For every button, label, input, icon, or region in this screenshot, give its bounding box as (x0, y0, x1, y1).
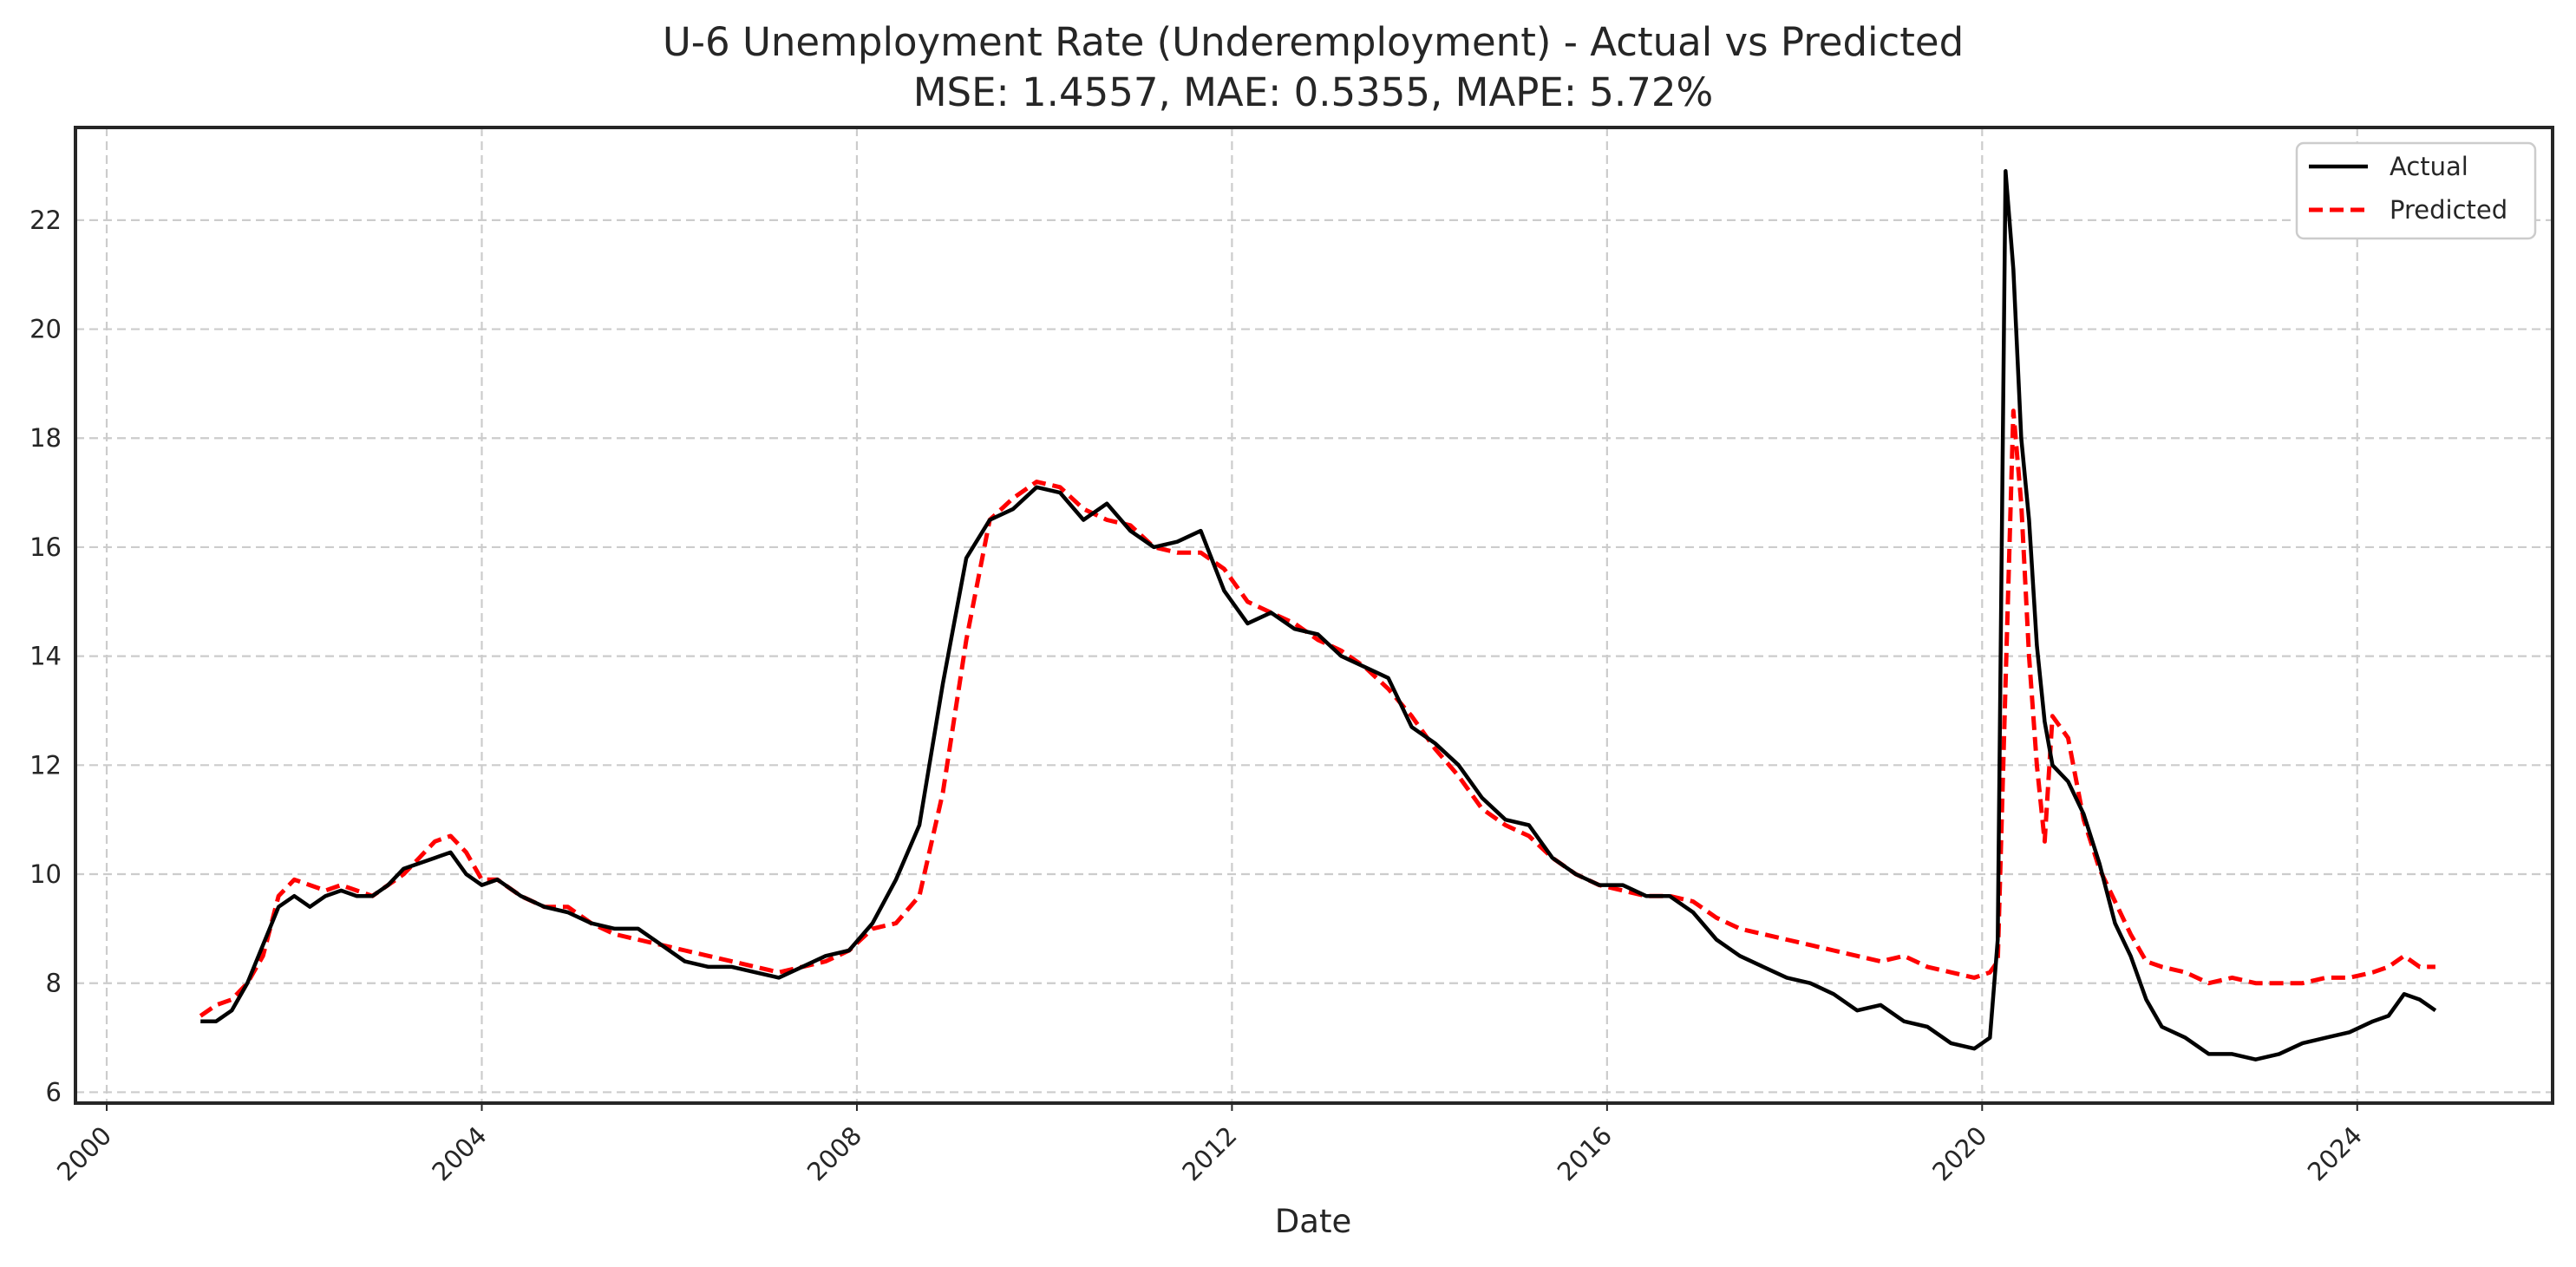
y-tick-label: 14 (29, 642, 62, 671)
y-axis: 6 8 10 12 14 16 18 20 22 (29, 206, 62, 1107)
x-axis: 2000 2004 2008 2012 2016 2020 2024 (51, 1103, 2368, 1186)
y-tick-label: 20 (29, 315, 62, 344)
x-tick-label: 2008 (801, 1120, 867, 1186)
y-tick-label: 10 (29, 859, 62, 889)
y-tick-label: 16 (29, 532, 62, 562)
plot-frame (74, 126, 2554, 1105)
x-tick-label: 2024 (2302, 1120, 2368, 1186)
series-line-actual (200, 169, 2437, 1061)
legend-label-predicted: Predicted (2390, 195, 2507, 225)
x-tick-label: 2000 (51, 1120, 117, 1186)
chart-title: U-6 Unemployment Rate (Underemployment) … (663, 19, 1964, 65)
x-axis-label: Date (1275, 1203, 1351, 1240)
legend-label-actual: Actual (2390, 152, 2468, 181)
y-grid (75, 219, 2553, 1094)
x-tick-label: 2012 (1176, 1120, 1242, 1186)
y-tick-label: 12 (29, 750, 62, 780)
x-tick-label: 2020 (1926, 1120, 1992, 1186)
chart-subtitle: MSE: 1.4557, MAE: 0.5355, MAPE: 5.72% (913, 69, 1714, 115)
y-tick-label: 6 (46, 1077, 62, 1107)
x-tick-label: 2004 (426, 1120, 492, 1186)
y-tick-label: 8 (46, 969, 62, 998)
series-line-predicted (199, 408, 2435, 1018)
y-tick-label: 22 (29, 206, 62, 235)
x-tick-label: 2016 (1552, 1120, 1618, 1186)
legend: Actual Predicted (2295, 141, 2537, 240)
y-tick-label: 18 (29, 423, 62, 453)
x-grid (105, 127, 2358, 1103)
